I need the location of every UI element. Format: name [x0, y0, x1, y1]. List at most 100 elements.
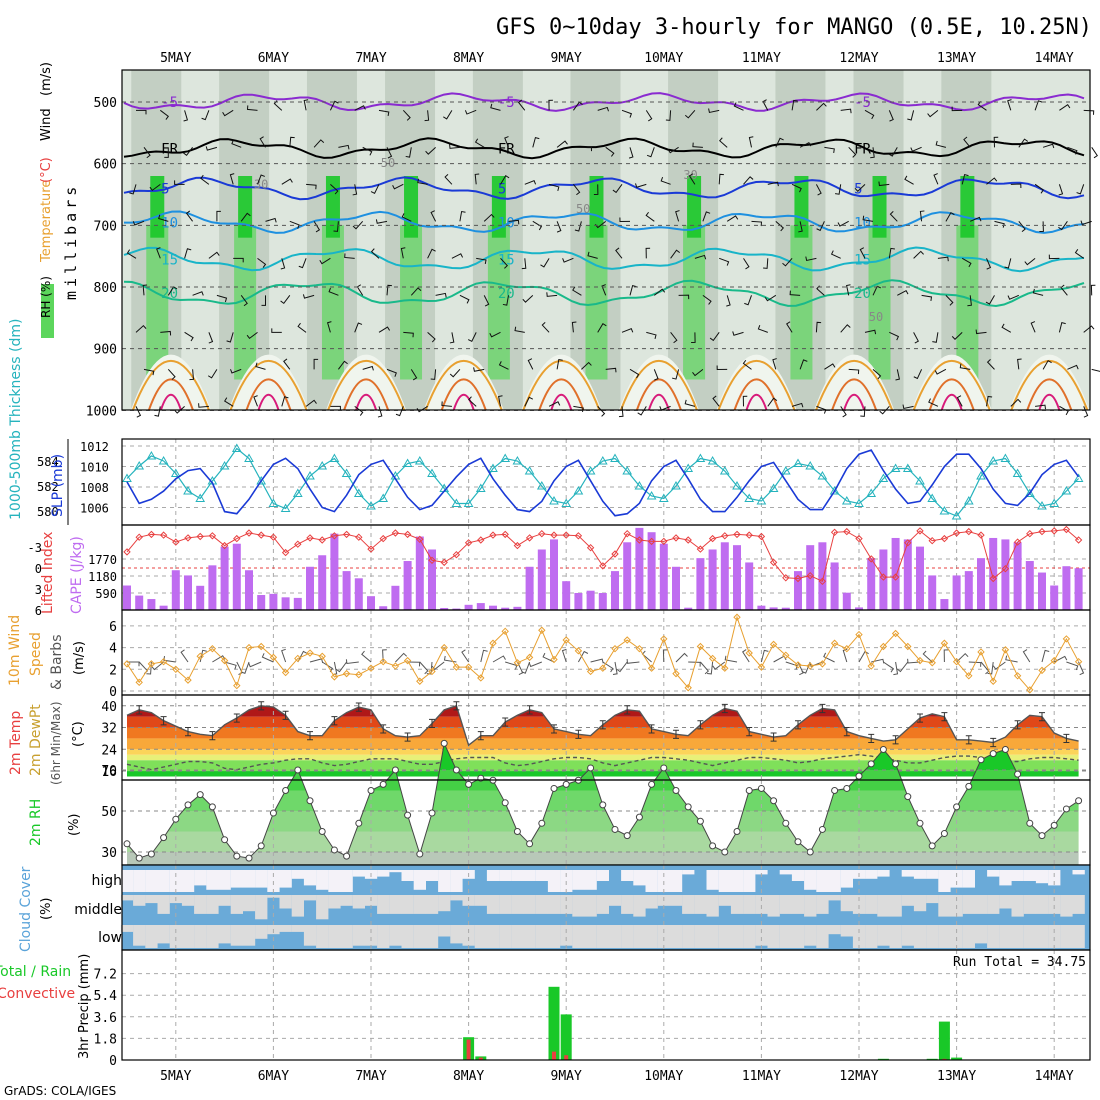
thickness-line — [126, 447, 1080, 517]
bottom-date-label: 12MAY — [839, 1069, 878, 1084]
thickness-tick-label: 582 — [37, 480, 59, 494]
bottom-date-label: 7MAY — [355, 1069, 386, 1084]
cloud-gap-cell — [413, 870, 426, 890]
cloud-gap-cell — [523, 870, 536, 881]
cape-bar — [696, 558, 705, 610]
temp-minmax-errorbar — [380, 724, 387, 734]
lifted-index-marker — [830, 528, 839, 537]
rh-saturated-core — [238, 176, 253, 238]
cloud-gap-cell — [791, 925, 805, 948]
lifted-index-marker — [818, 577, 827, 586]
wind-10m-barb — [248, 661, 262, 668]
lifted-index-marker — [220, 541, 229, 550]
rh-marker — [404, 811, 412, 819]
wind-10m-barb — [785, 661, 798, 670]
cloud-gap-cell — [645, 870, 658, 892]
wind-barb — [889, 210, 898, 222]
wind-speed-marker — [757, 663, 766, 671]
wind-barb — [313, 221, 321, 233]
temp-tick-label: 32 — [101, 722, 117, 737]
wind-barb — [653, 369, 659, 381]
cloud-gap-cell — [1060, 895, 1073, 917]
thickness-marker — [549, 495, 559, 505]
wind-speed-marker — [574, 647, 583, 655]
wind-speed-marker — [318, 652, 326, 660]
wind-10m-barb — [431, 661, 445, 671]
cloud-gap-cell — [999, 895, 1012, 909]
wind-speed-marker — [745, 649, 753, 657]
wind-barb — [872, 285, 882, 296]
wind-barb — [532, 220, 543, 231]
cloud-gap-cell — [450, 870, 463, 892]
wind-speed-marker — [208, 644, 217, 653]
pressure-tick-label: 600 — [94, 158, 117, 173]
wind-10m-barb — [896, 661, 909, 673]
cloud-gap-cell — [1048, 925, 1061, 948]
rh-band — [127, 831, 1079, 852]
wind-barb — [562, 257, 574, 263]
lifted-index-marker — [952, 529, 961, 537]
lifted-index-marker — [989, 574, 997, 583]
wind-barb — [848, 146, 857, 158]
cloud-gap-cell — [535, 870, 548, 881]
wind-speed-marker — [794, 661, 802, 669]
wind-barb — [1007, 294, 1019, 300]
wind-tick-label: 6 — [109, 620, 117, 635]
wind-barb — [401, 213, 412, 222]
thickness-marker — [610, 453, 620, 462]
rh-marker — [782, 819, 790, 827]
cloud-gap-cell — [1060, 925, 1073, 948]
cloud-gap-cell — [840, 870, 853, 888]
lifted-index-marker — [513, 541, 522, 550]
dewpt-line — [126, 753, 1079, 771]
thickness-marker — [683, 463, 694, 472]
cape-tick-label: 1770 — [88, 553, 117, 567]
temp-minmax-errorbar — [160, 716, 167, 726]
wind-barb — [986, 358, 995, 370]
wind-barb — [556, 358, 563, 370]
wind-barb — [362, 365, 374, 371]
wind-barb — [521, 258, 527, 270]
lifted-index-marker — [464, 539, 473, 547]
wind-10m-barb — [516, 661, 524, 676]
isotherm-label: FR — [854, 141, 871, 157]
wind-barb — [932, 332, 939, 343]
cloud-gap-cell — [889, 925, 902, 948]
wind-barb — [459, 294, 470, 304]
rh-wet-core — [321, 225, 344, 380]
rh-marker — [135, 854, 143, 862]
cape-bar — [428, 549, 436, 610]
cape-axis-label: CAPE (J/kg) — [69, 536, 85, 614]
wind-10m-barb — [521, 661, 531, 674]
isotherm-25-arch — [327, 360, 406, 411]
wind-barb — [837, 220, 849, 227]
wind-barb — [913, 332, 919, 344]
slp-tick-label: 1010 — [80, 461, 109, 475]
top-date-label: 11MAY — [742, 51, 781, 66]
rh-marker — [611, 825, 619, 833]
rh-dry-region — [228, 354, 309, 410]
rh-marker — [660, 764, 668, 772]
rh-wet-core — [146, 225, 169, 380]
cloud-gap-cell — [169, 925, 182, 948]
wind-speed-marker — [1026, 686, 1034, 694]
wind-barb — [1004, 258, 1012, 269]
rh-marker — [745, 787, 753, 794]
cape-bar — [598, 593, 607, 610]
wind-barb — [848, 368, 860, 375]
cloud-gap-cell — [804, 925, 817, 946]
cloud-gap-cell — [1048, 895, 1061, 914]
rh-marker — [1075, 797, 1083, 805]
cloud-gap-cell — [279, 925, 292, 932]
lifted-index-marker — [782, 574, 790, 582]
wind-barb — [378, 109, 390, 117]
rh-marker — [635, 813, 643, 821]
wind-speed-marker — [806, 662, 814, 670]
precip-total-bar — [548, 986, 560, 1060]
rh-marker — [147, 850, 155, 858]
wind-barb — [751, 220, 763, 227]
cloud-gap-cell — [596, 925, 609, 948]
wind-barb — [280, 295, 291, 305]
cloud-gap-cell — [828, 925, 841, 935]
cloud-gap-cell — [987, 925, 1000, 948]
